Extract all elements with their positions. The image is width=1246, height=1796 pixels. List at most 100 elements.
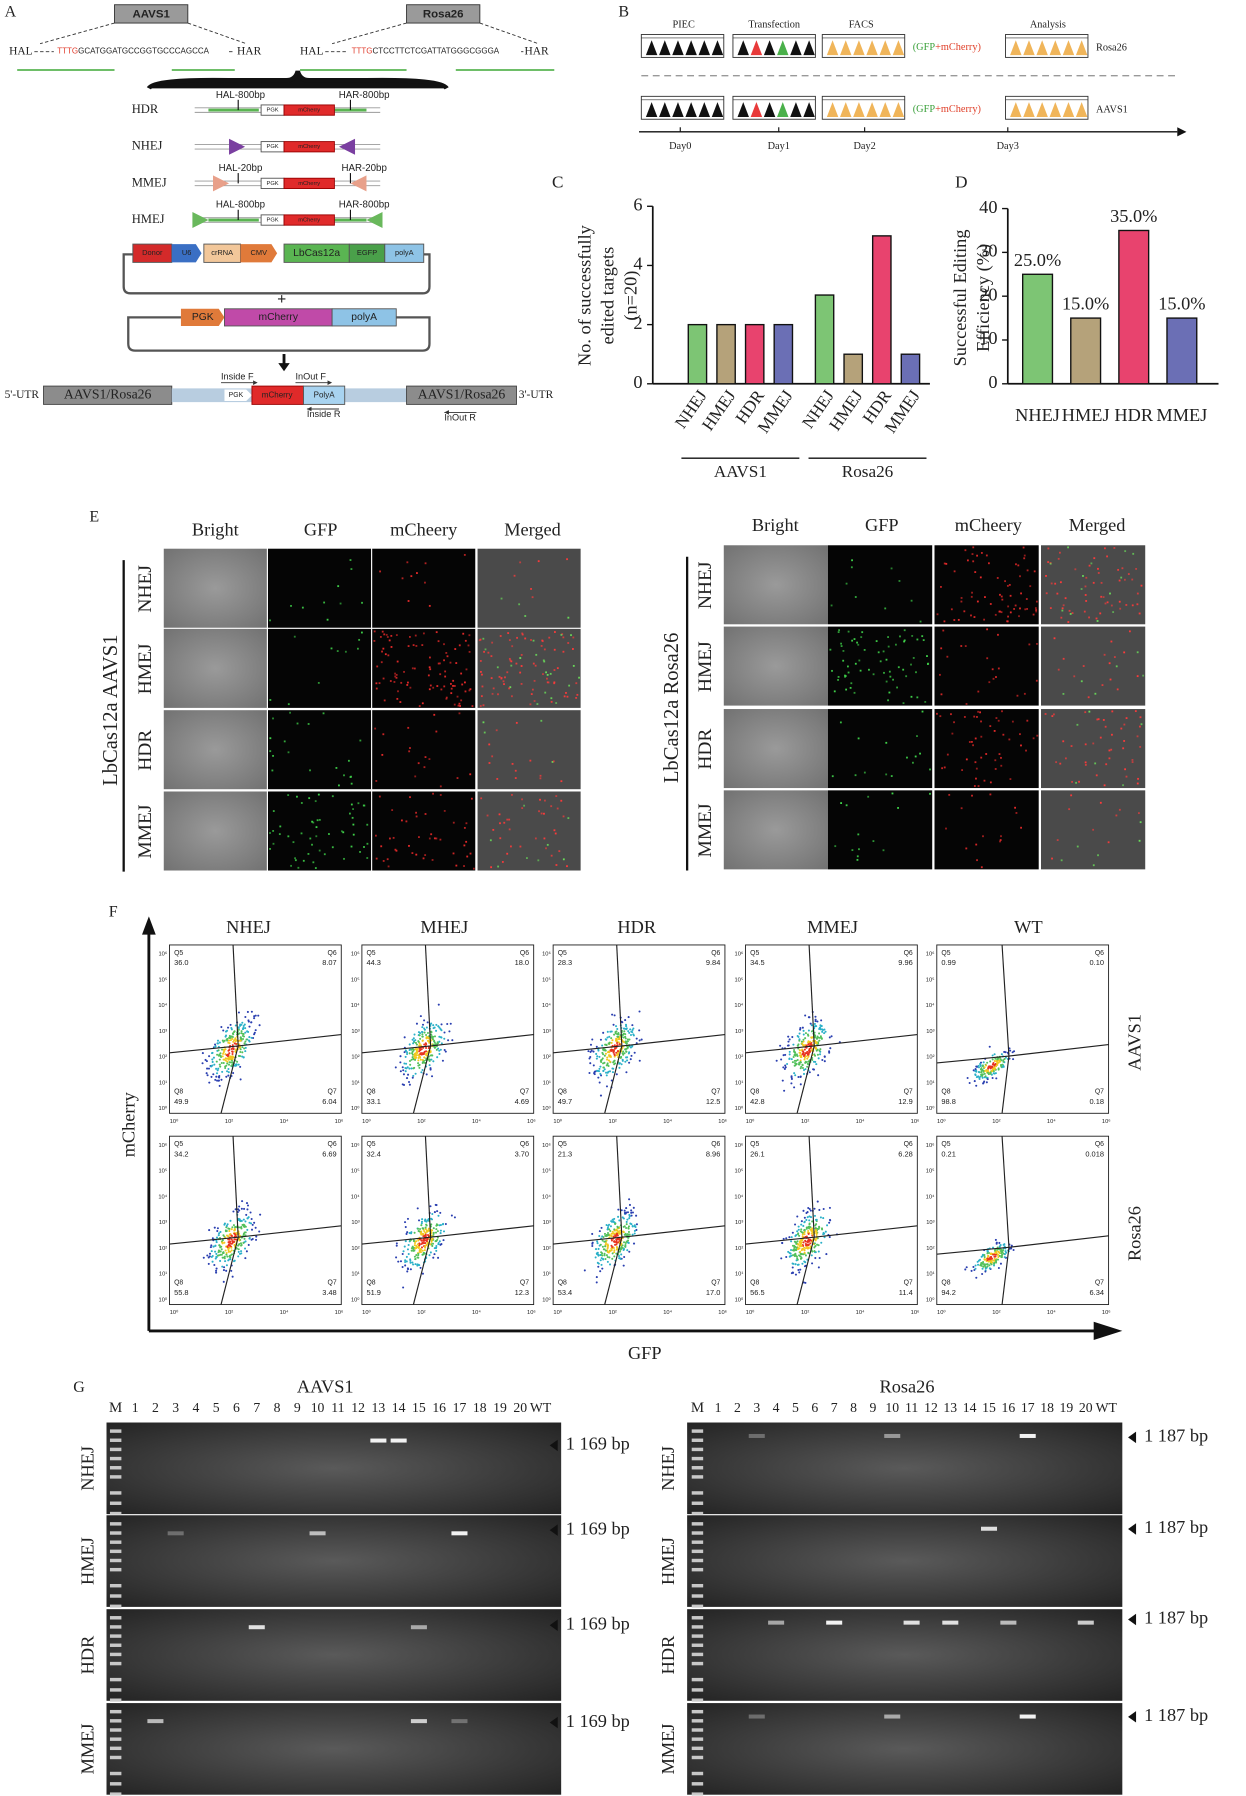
event-dot <box>802 1069 806 1072</box>
event-dot <box>411 1261 414 1264</box>
lane-label: 10 <box>311 1400 325 1415</box>
event-dot <box>627 1239 630 1242</box>
event-dot <box>426 1021 429 1024</box>
cell-dot <box>411 852 414 855</box>
cell-dot <box>1001 710 1003 713</box>
cell-dot <box>518 603 521 606</box>
cell-dot <box>1102 719 1105 721</box>
row-label: HDR <box>658 1635 678 1674</box>
event-dot <box>219 1052 222 1055</box>
cell-dot <box>1074 568 1077 571</box>
cell-dot <box>1092 864 1095 867</box>
event-dot <box>215 1241 218 1244</box>
event-dot <box>592 1064 595 1067</box>
cell-triangle <box>737 40 749 56</box>
gate-name: Q5 <box>750 950 759 957</box>
cell-dot <box>1034 607 1037 609</box>
event-dot <box>797 1233 800 1236</box>
polya-box <box>303 385 346 405</box>
arm-triangle <box>366 212 383 229</box>
cell-dot <box>1051 715 1054 717</box>
event-dot <box>803 1231 806 1234</box>
event-dot <box>787 1035 790 1038</box>
event-dot <box>227 1071 230 1074</box>
cell-dot <box>412 644 415 647</box>
cell-dot <box>352 823 355 826</box>
event-dot <box>410 1247 413 1250</box>
cell-dot <box>350 803 353 806</box>
event-dot <box>435 1246 438 1249</box>
event-dot <box>800 1220 803 1223</box>
event-dot <box>630 1030 633 1033</box>
cell-dot <box>1000 756 1002 759</box>
event-dot <box>791 1231 794 1234</box>
event-dot <box>1001 1249 1004 1252</box>
y-tick-label: 10² <box>159 1246 167 1252</box>
ladder-band <box>109 1755 122 1760</box>
event-dot <box>425 1050 428 1053</box>
ladder-band <box>691 1501 704 1505</box>
event-dot <box>808 1040 812 1043</box>
event-dot <box>983 1256 986 1259</box>
day-label: Day1 <box>768 141 790 152</box>
cell-dot <box>409 686 412 689</box>
event-dot <box>608 1228 611 1231</box>
cell-dot <box>910 599 913 602</box>
cell-dot <box>316 819 319 822</box>
event-dot <box>406 1051 409 1054</box>
event-dot <box>439 1028 442 1031</box>
event-dot <box>415 1022 418 1025</box>
cell-dot <box>882 849 885 852</box>
lane-label: 7 <box>831 1400 838 1415</box>
event-dot <box>809 1209 812 1212</box>
y-tick-label: 10⁴ <box>351 1002 360 1009</box>
cell-dot <box>482 637 485 640</box>
event-dot <box>429 1051 432 1054</box>
cell-dot <box>508 657 511 660</box>
gate-name: Q5 <box>366 950 375 957</box>
cell-dot <box>845 804 848 807</box>
event-dot <box>818 1032 821 1035</box>
event-dot <box>439 1229 442 1232</box>
cell-dot <box>460 699 463 702</box>
y-tick-label: 10⁰ <box>735 1105 744 1112</box>
cell-dot <box>480 695 483 698</box>
event-dot <box>438 1049 441 1052</box>
gate-name: Q6 <box>520 1141 529 1148</box>
gate-name: Q5 <box>174 1141 183 1148</box>
x-tick-label: 10² <box>417 1119 425 1125</box>
y-tick-label: 10¹ <box>159 1080 167 1086</box>
event-dot <box>583 1269 586 1272</box>
cell-dot <box>409 747 411 749</box>
cell-dot <box>363 846 365 848</box>
event-dot <box>414 1041 418 1044</box>
cell-dot <box>939 715 942 718</box>
event-dot <box>813 1246 816 1249</box>
event-dot <box>611 1013 614 1016</box>
event-dot <box>222 1269 225 1272</box>
event-dot <box>599 1243 602 1246</box>
event-dot <box>434 1231 438 1234</box>
event-dot <box>991 1054 994 1057</box>
event-dot <box>625 1226 628 1230</box>
event-dot <box>244 1015 247 1019</box>
cell-dot <box>396 660 399 663</box>
cell-dot <box>521 798 523 801</box>
event-dot <box>801 1026 804 1029</box>
cell-dot <box>521 807 524 810</box>
line <box>604 1237 623 1305</box>
cell-dot <box>1140 584 1143 587</box>
gate-percent: 12.5 <box>706 1097 720 1106</box>
cell-dot <box>837 631 840 634</box>
event-dot <box>208 1252 212 1255</box>
cell-dot <box>433 713 436 716</box>
event-dot <box>790 1082 793 1085</box>
cell-dot <box>470 797 473 800</box>
cell-dot <box>1057 557 1060 560</box>
event-dot <box>812 1060 815 1063</box>
event-dot <box>254 1226 257 1229</box>
event-dot <box>234 1225 237 1229</box>
cell-dot <box>302 859 305 862</box>
event-dot <box>424 1228 427 1231</box>
cell-dot <box>439 838 442 841</box>
